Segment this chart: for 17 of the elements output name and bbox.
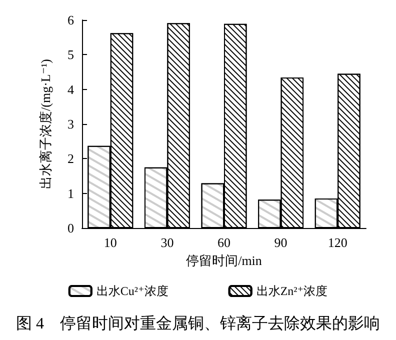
y-tick-label: 3: [68, 116, 74, 132]
legend-label: 出水Cu²⁺浓度: [96, 284, 168, 298]
x-tick-label: 30: [160, 235, 174, 250]
y-tick-label: 4: [68, 82, 74, 97]
y-tick-label: 1: [68, 186, 74, 201]
legend-label: 出水Zn²⁺浓度: [256, 284, 328, 298]
y-tick-label: 5: [68, 47, 74, 62]
x-tick-label: 60: [218, 235, 230, 250]
y-axis-title: 出水离子浓度/(mg·L⁻¹): [38, 59, 53, 189]
x-axis-title: 停留时间/min: [186, 252, 262, 268]
x-tick-label: 120: [328, 235, 348, 250]
y-tick-label: 0: [68, 220, 74, 236]
y-tick-label: 6: [68, 12, 74, 28]
y-tick-label: 2: [68, 151, 74, 166]
x-tick-label: 10: [104, 235, 117, 250]
x-tick-label: 90: [274, 235, 288, 250]
caption: 图 4 停留时间对重金属铜、锌离子去除效果的影响: [16, 314, 380, 332]
